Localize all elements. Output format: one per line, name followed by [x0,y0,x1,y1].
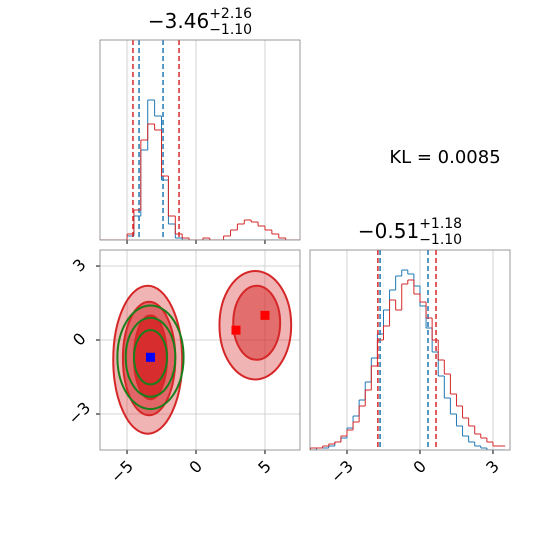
x-tick-label: −3 [327,457,357,487]
title-value: −0.51 [358,219,419,243]
contour [116,304,185,411]
title-minus: −1.10 [209,22,252,38]
axes-frame [309,249,511,451]
x-tick-label: 5 [254,457,275,478]
marker [260,310,270,320]
contour [132,329,169,386]
x-tick-label: 0 [185,457,206,478]
y-tick-label: 3 [69,255,90,276]
contour [232,284,282,361]
panel-title: −0.51+1.18 −1.10 [358,216,462,248]
plot-area [100,250,300,450]
axes-frame [99,39,301,241]
kl-annotation: KL = 0.0085 [389,147,500,168]
plot-area [310,250,506,450]
title-plus: +1.18 [419,216,462,232]
x-tick-label: 3 [482,457,503,478]
contour [124,316,177,398]
title-plus: +2.16 [209,6,252,22]
plot-area [100,40,300,240]
title-value: −3.46 [148,9,209,33]
x-tick-label: 0 [409,457,430,478]
axes-frame [99,249,301,451]
y-tick-label: 0 [69,329,90,350]
marker [145,352,155,362]
title-minus: −1.10 [419,232,462,248]
marker [231,325,241,335]
y-tick-label: −3 [64,398,94,428]
x-tick-label: −5 [107,457,137,487]
panel-title: −3.46+2.16 −1.10 [148,6,252,38]
